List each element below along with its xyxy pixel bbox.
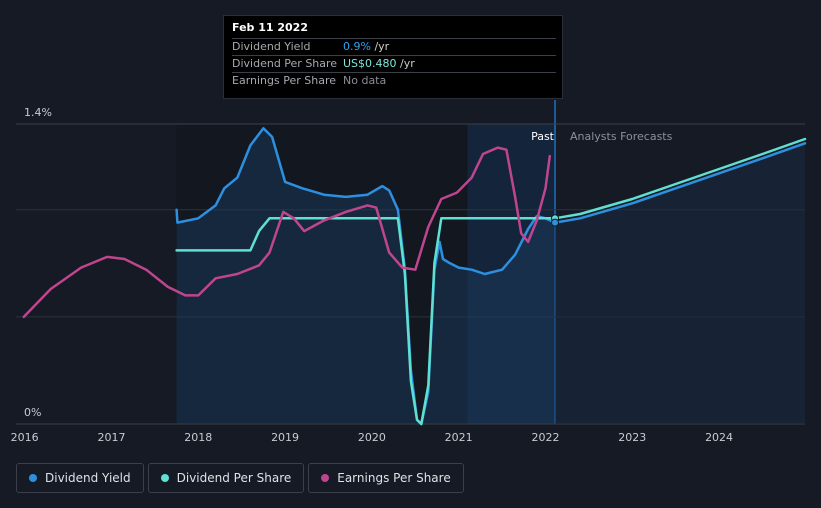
dividend-per-share-line bbox=[175, 217, 557, 426]
x-tick-label: 2022 bbox=[531, 431, 559, 444]
dividend-per-share-forecast-line bbox=[553, 137, 807, 220]
tooltip-value-unit: /yr bbox=[396, 57, 415, 70]
dividend-yield-area bbox=[176, 128, 556, 425]
legend-dividend-per-share[interactable]: Dividend Per Share bbox=[147, 463, 305, 493]
tooltip-label: Earnings Per Share bbox=[232, 74, 337, 87]
tooltip-value: No data bbox=[343, 73, 386, 89]
legend-dot-icon bbox=[321, 474, 330, 482]
x-tick-label: 2020 bbox=[358, 431, 386, 444]
tooltip-value-number: No data bbox=[343, 74, 387, 87]
tooltip-value-number: US$0.480 bbox=[343, 57, 397, 70]
tooltip-row-dividend-yield: Dividend Yield 0.9% /yr bbox=[232, 38, 556, 55]
y-tick-label: 1.4% bbox=[24, 106, 52, 119]
tooltip-label: Dividend Per Share bbox=[232, 57, 338, 70]
tooltip: Feb 11 2022 Dividend Yield 0.9% /yr Divi… bbox=[223, 15, 563, 99]
series-layer bbox=[22, 127, 807, 426]
legend-earnings-per-share[interactable]: Earnings Per Share bbox=[308, 463, 464, 493]
tooltip-row-dividend-per-share: Dividend Per Share US$0.480 /yr bbox=[232, 55, 556, 72]
legend: Dividend Yield Dividend Per Share Earnin… bbox=[16, 463, 464, 493]
x-tick-label: 2023 bbox=[618, 431, 646, 444]
tooltip-label: Dividend Yield bbox=[232, 40, 311, 53]
forecast-area bbox=[555, 143, 805, 425]
tooltip-date: Feb 11 2022 bbox=[232, 21, 308, 34]
tooltip-value: 0.9% /yr bbox=[343, 39, 389, 55]
analysts-forecasts-label: Analysts Forecasts bbox=[570, 130, 673, 143]
x-tick-label: 2017 bbox=[97, 431, 125, 444]
tooltip-value-unit: /yr bbox=[370, 40, 390, 53]
x-tick-label: 2019 bbox=[271, 431, 299, 444]
legend-dividend-yield[interactable]: Dividend Yield bbox=[16, 463, 144, 493]
tooltip-row-earnings-per-share: Earnings Per Share No data bbox=[232, 72, 556, 89]
tooltip-value-number: 0.9% bbox=[343, 40, 371, 53]
x-tick-label: 2016 bbox=[11, 431, 39, 444]
axis-layer: 1.4% 0% 2016 2017 2018 2019 2020 2021 2022 2023 20… bbox=[11, 106, 733, 444]
earnings-per-share-line bbox=[22, 146, 552, 319]
x-tick-label: 2018 bbox=[184, 431, 212, 444]
legend-dot-icon bbox=[29, 474, 37, 482]
dividend-yield-forecast-line bbox=[553, 142, 807, 224]
legend-dot-icon bbox=[160, 474, 169, 482]
x-tick-label: 2021 bbox=[445, 431, 473, 444]
past-label: Past bbox=[531, 130, 555, 143]
legend-label: Dividend Per Share bbox=[176, 471, 292, 485]
legend-label: Earnings Per Share bbox=[337, 471, 451, 485]
tooltip-value: US$0.480 /yr bbox=[343, 56, 415, 72]
legend-label: Dividend Yield bbox=[45, 471, 131, 485]
x-tick-label: 2024 bbox=[705, 431, 733, 444]
y-tick-label: 0% bbox=[24, 406, 41, 419]
dividend-yield-marker bbox=[551, 218, 560, 227]
